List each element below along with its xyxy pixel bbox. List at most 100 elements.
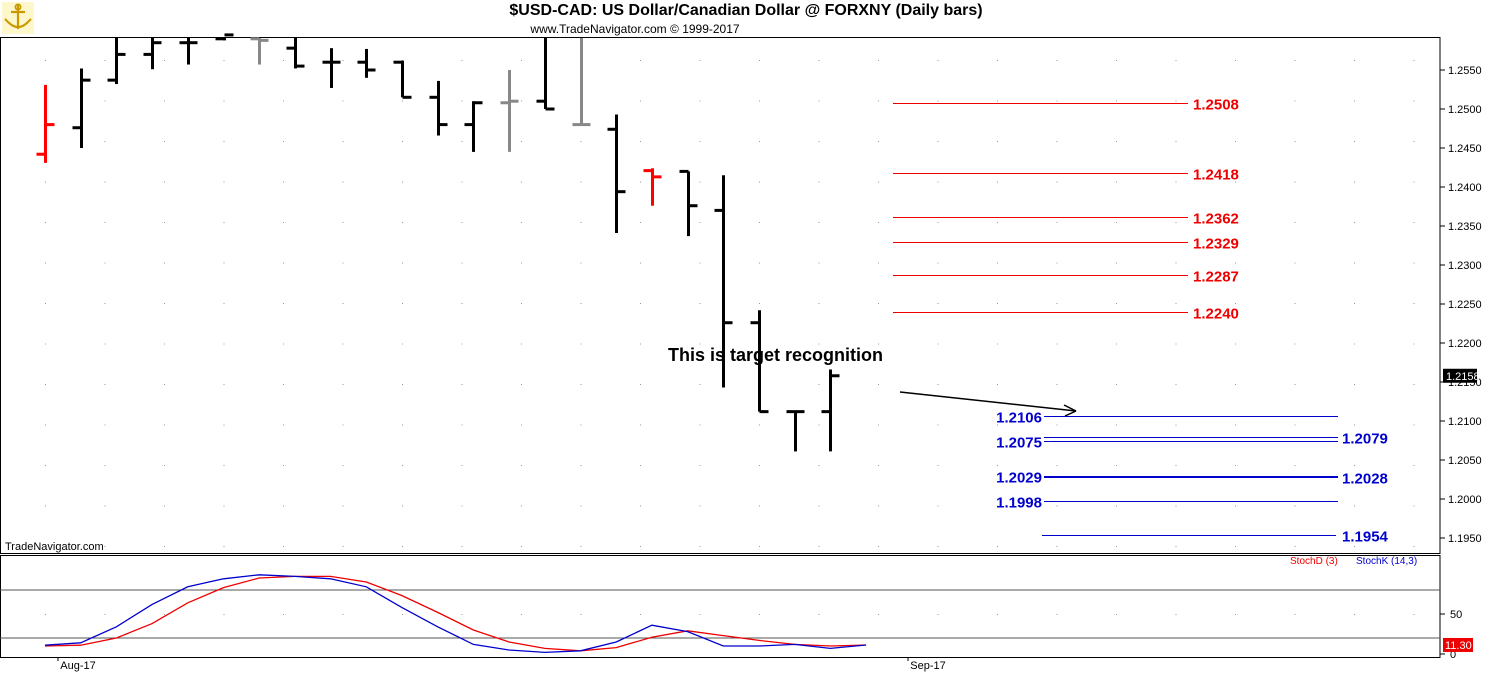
grid-dot [640,505,641,507]
stoch-axis-label: 0 [1450,649,1456,661]
grid-dot [1235,343,1236,345]
grid-dot [580,181,582,183]
grid-dot [402,100,403,102]
grid-dot [1294,181,1296,183]
grid-dot [1175,141,1177,142]
grid-dot [402,303,403,304]
grid-dot [1294,343,1296,345]
grid-dot [818,60,820,61]
grid-dot [759,465,760,466]
grid-dot [283,384,284,385]
grid-dot [640,222,641,223]
grid-dot [580,614,582,615]
grid-dot [1354,505,1355,507]
grid-dot [164,262,165,264]
target-levels [893,103,1338,536]
stochk-line [44,574,867,654]
grid-dot [402,505,403,507]
x-axis-label: Aug-17 [60,660,95,672]
grid-dot [1294,614,1296,615]
grid-dot [759,181,760,183]
grid-dot [1116,424,1117,426]
grid-dot [759,614,760,615]
price-bar [286,38,305,69]
grid-dot [164,100,165,102]
grid-dot [45,222,46,223]
copyright-text: www.TradeNavigator.com © 1999-2017 [530,22,740,36]
grid-dot [521,384,522,385]
grid-dot [878,343,879,345]
grid-dot [640,141,641,142]
arrow-head [1063,404,1077,417]
price-bar [250,37,269,65]
grid-dot [164,343,165,345]
level-label: 1.2508 [1193,97,1239,114]
grid-dot [878,303,879,304]
grid-dot [164,222,165,223]
grid-dot [283,303,284,304]
grid-dot [461,343,463,345]
grid-dot [461,100,463,102]
grid-dot [283,505,284,507]
grid-dot [1175,505,1177,507]
grid-dot [104,465,106,466]
grid-dot [45,384,46,385]
grid-dot [521,262,522,264]
grid-dot [1116,262,1117,264]
grid-dot [223,141,225,142]
grid-dot [1056,505,1058,507]
grid-dot [104,343,106,345]
grid-dot [1056,303,1058,304]
grid-dot [937,262,939,264]
grid-dot [45,614,46,615]
grid-dot [1413,343,1415,345]
grid-dot [283,614,284,615]
grid-dot [461,614,463,615]
grid-dot [1413,505,1415,507]
grid-dot [937,465,939,466]
level-label: 1.2028 [1342,471,1388,488]
chart-title: $USD-CAD: US Dollar/Canadian Dollar @ FO… [509,2,983,19]
grid-dot [461,546,463,547]
grid-dot [521,614,522,615]
level-label: 1.2079 [1342,431,1388,448]
grid-dot [342,546,344,547]
grid-dot [283,546,284,547]
grid-dot [1056,343,1058,345]
grid-dot [402,424,403,426]
grid-dot [1116,303,1117,304]
grid-dot [1175,614,1177,615]
price-bar [572,38,591,127]
grid-dot [1175,384,1177,385]
grid-dot [699,384,701,385]
grid-dot [640,614,641,615]
price-axis-label: 1.2400 [1448,182,1482,194]
grid-dot [580,303,582,304]
grid-dot [45,505,46,507]
grid-dot [580,141,582,142]
grid-dot [521,465,522,466]
grid-dot [1294,222,1296,223]
grid-dot [283,465,284,466]
price-grid [45,60,1415,547]
grid-dot [223,343,225,345]
grid-dot [45,262,46,264]
grid-dot [640,181,641,183]
grid-dot [699,262,701,264]
grid-dot [283,424,284,426]
grid-dot [461,424,463,426]
grid-dot [461,303,463,304]
grid-dot [1175,424,1177,426]
grid-dot [640,546,641,547]
grid-dot [699,614,701,615]
grid-dot [997,60,998,61]
grid-dot [521,141,522,142]
grid-dot [1294,546,1296,547]
price-bar [107,38,126,85]
grid-dot [1413,424,1415,426]
level-label: 1.2362 [1193,211,1239,228]
grid-dot [1413,614,1415,615]
grid-dot [997,505,998,507]
price-axis-label: 1.2100 [1448,416,1482,428]
grid-dot [223,181,225,183]
